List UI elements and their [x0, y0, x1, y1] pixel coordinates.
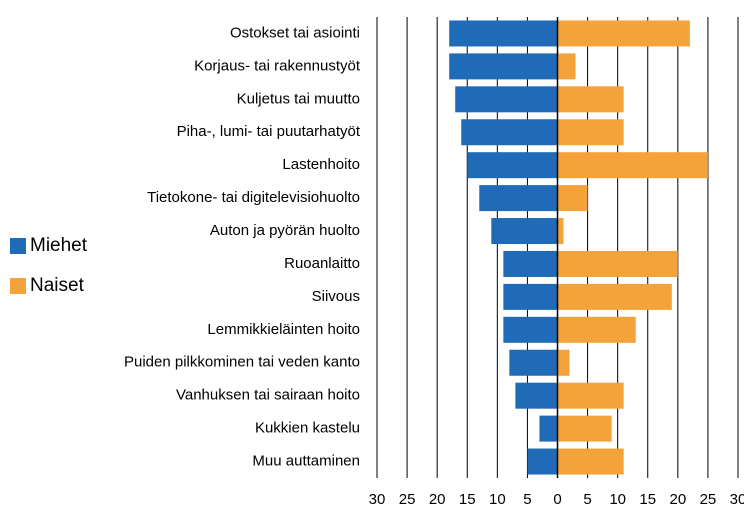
bar [557, 218, 564, 245]
category-label: Piha-, lumi- tai puutarhatyöt [177, 123, 361, 140]
bar [491, 218, 558, 245]
bar [557, 316, 636, 343]
category-label: Kuljetus tai muutto [237, 90, 360, 107]
legend-label: Naiset [30, 275, 85, 296]
category-label: Ruoanlaitto [284, 255, 360, 272]
bar [461, 119, 558, 146]
bar [479, 185, 558, 212]
x-tick-label: 5 [583, 491, 591, 508]
bar [557, 283, 672, 310]
bar [557, 20, 690, 47]
category-label: Ostokset tai asiointi [230, 24, 360, 41]
category-label: Korjaus- tai rakennustyöt [194, 57, 361, 74]
bar [527, 448, 558, 475]
x-tick-label: 30 [369, 491, 386, 508]
bar [503, 283, 558, 310]
bar [557, 53, 576, 80]
x-tick-label: 20 [429, 491, 446, 508]
bar [515, 382, 558, 409]
bar [557, 448, 624, 475]
bar [449, 20, 558, 47]
legend-swatch [10, 238, 26, 254]
bar [455, 86, 558, 113]
x-tick-label: 10 [609, 491, 626, 508]
x-tick-label: 20 [669, 491, 686, 508]
bar [539, 415, 558, 442]
legend-label: Miehet [30, 235, 88, 256]
x-tick-label: 30 [730, 491, 744, 508]
category-label: Lastenhoito [282, 156, 360, 173]
bar [557, 152, 708, 179]
bar [503, 316, 558, 343]
category-label: Vanhuksen tai sairaan hoito [176, 387, 360, 404]
bar [557, 119, 624, 146]
category-label: Tietokone- tai digitelevisiohuolto [147, 189, 360, 206]
x-tick-label: 5 [523, 491, 531, 508]
category-label: Puiden pilkkominen tai veden kanto [124, 354, 360, 371]
category-label: Siivous [312, 288, 360, 305]
bar [557, 185, 588, 212]
category-label: Muu auttaminen [252, 453, 360, 470]
x-tick-label: 15 [639, 491, 656, 508]
bar [449, 53, 558, 80]
bar [557, 250, 678, 277]
bar [503, 250, 558, 277]
bar [557, 86, 624, 113]
x-tick-label: 0 [553, 491, 561, 508]
bar [557, 415, 612, 442]
bar [509, 349, 558, 376]
bar [467, 152, 558, 179]
bar [557, 382, 624, 409]
category-label: Lemmikkieläinten hoito [207, 321, 360, 338]
category-label: Kukkien kastelu [255, 420, 360, 437]
x-tick-label: 10 [489, 491, 506, 508]
legend-swatch [10, 278, 26, 294]
bar [557, 349, 570, 376]
category-label: Auton ja pyörän huolto [210, 222, 360, 239]
x-tick-label: 25 [700, 491, 717, 508]
x-tick-label: 15 [459, 491, 476, 508]
x-tick-label: 25 [399, 491, 416, 508]
